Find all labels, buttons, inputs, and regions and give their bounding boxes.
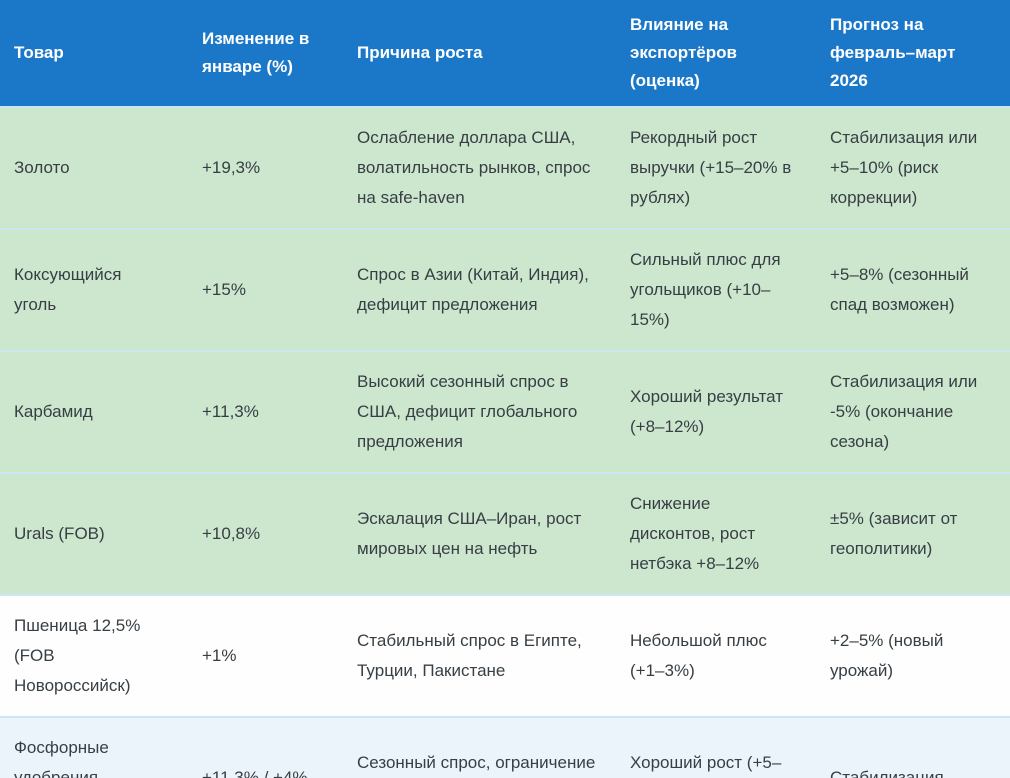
cell-forecast: Стабилизация или +5–10% (риск коррекции): [816, 106, 1010, 229]
column-header-forecast: Прогноз на февраль–март 2026: [816, 0, 1010, 107]
table-row: Пшеница 12,5% (FOB Новороссийск) +1% Стаби…: [0, 594, 1010, 717]
table-row: Карбамид +11,3% Высокий сезонный спрос в С…: [0, 350, 1010, 473]
cell-impact: Рекордный рост выручки (+15–20% в рублях…: [616, 106, 816, 229]
cell-product: Золото: [0, 106, 188, 229]
cell-reason: Стабильный спрос в Египте, Турции, Пакис…: [343, 594, 616, 717]
table-body: Золото +19,3% Ослабление доллара США, вола…: [0, 106, 1010, 778]
table-row: Золото +19,3% Ослабление доллара США, вола…: [0, 106, 1010, 229]
cell-reason: Высокий сезонный спрос в США, дефицит гл…: [343, 350, 616, 473]
table-header: Товар Изменение в январе (%) Причина рос…: [0, 0, 1010, 107]
cell-reason: Эскалация США–Иран, рост мировых цен на …: [343, 472, 616, 595]
cell-change: +11,3% / +4%: [188, 716, 343, 778]
cell-forecast: Стабилизация: [816, 716, 1010, 778]
cell-change: +1%: [188, 594, 343, 717]
cell-change: +15%: [188, 228, 343, 351]
cell-product: Коксующийся уголь: [0, 228, 188, 351]
cell-reason: Спрос в Азии (Китай, Индия), дефицит пре…: [343, 228, 616, 351]
cell-forecast: +5–8% (сезонный спад возможен): [816, 228, 1010, 351]
cell-impact: Небольшой плюс (+1–3%): [616, 594, 816, 717]
header-row: Товар Изменение в январе (%) Причина рос…: [0, 0, 1010, 107]
column-header-change: Изменение в январе (%): [188, 0, 343, 107]
cell-forecast: Стабилизация или -5% (окончание сезона): [816, 350, 1010, 473]
cell-change: +10,8%: [188, 472, 343, 595]
column-header-impact: Влияние на экспортёров (оценка): [616, 0, 816, 107]
cell-impact: Снижение дисконтов, рост нетбэка +8–12%: [616, 472, 816, 595]
column-header-product: Товар: [0, 0, 188, 107]
cell-forecast: +2–5% (новый урожай): [816, 594, 1010, 717]
table-row: Коксующийся уголь +15% Спрос в Азии (Китай…: [0, 228, 1010, 351]
cell-change: +11,3%: [188, 350, 343, 473]
cell-impact: Хороший рост (+5–10%): [616, 716, 816, 778]
cell-product: Urals (FOB): [0, 472, 188, 595]
cell-product: Фосфорные удобрения (MAP/DAP): [0, 716, 188, 778]
column-header-reason: Причина роста: [343, 0, 616, 107]
cell-reason: Сезонный спрос, ограничение предложения: [343, 716, 616, 778]
table-row: Urals (FOB) +10,8% Эскалация США–Иран, рос…: [0, 472, 1010, 595]
cell-product: Карбамид: [0, 350, 188, 473]
cell-change: +19,3%: [188, 106, 343, 229]
cell-impact: Сильный плюс для угольщиков (+10–15%): [616, 228, 816, 351]
cell-product: Пшеница 12,5% (FOB Новороссийск): [0, 594, 188, 717]
cell-reason: Ослабление доллара США, волатильность ры…: [343, 106, 616, 229]
cell-forecast: ±5% (зависит от геополитики): [816, 472, 1010, 595]
cell-impact: Хороший результат (+8–12%): [616, 350, 816, 473]
table-row: Фосфорные удобрения (MAP/DAP)+11,3% / +4…: [0, 716, 1010, 778]
